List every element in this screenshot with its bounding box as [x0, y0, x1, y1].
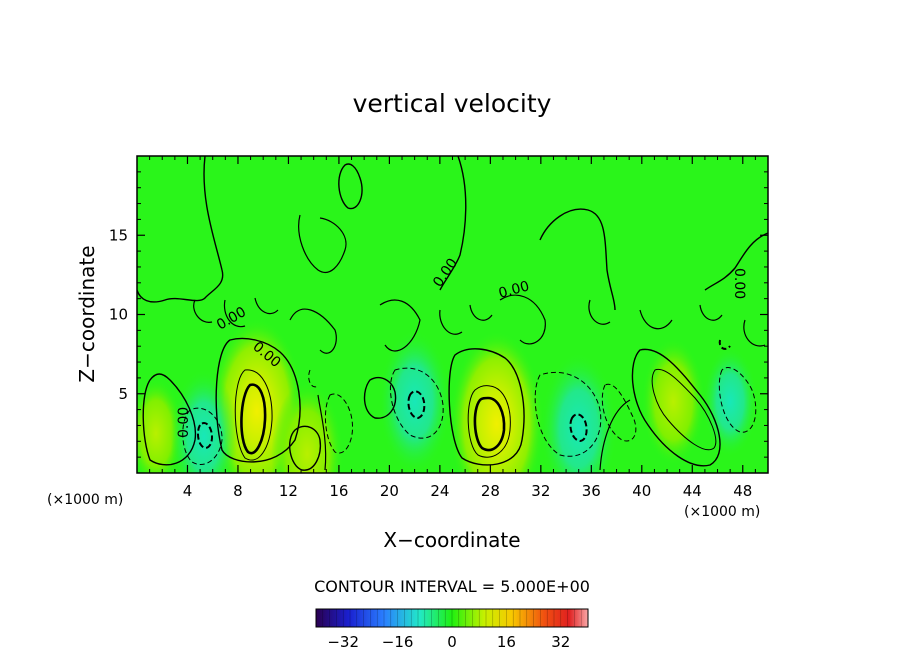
x-tick-label: 4 — [183, 482, 193, 500]
x-tick-label: 48 — [733, 482, 752, 500]
colorbar-tick-label: −16 — [382, 633, 414, 651]
y-tick-label: 15 — [109, 226, 128, 244]
x-tick-label: 16 — [329, 482, 348, 500]
colorbar-tick-label: 16 — [497, 633, 516, 651]
x-tick-label: 32 — [531, 482, 550, 500]
contour-label: 0.00 — [731, 268, 747, 299]
y-tick-label: 10 — [109, 306, 128, 324]
negative-contours — [182, 339, 757, 465]
contour-label: 0.00 — [176, 407, 192, 438]
colorbar-tick-label: 0 — [447, 633, 457, 651]
x-axis-label: X−coordinate — [383, 528, 520, 552]
downdraft-cell-7 — [540, 352, 617, 473]
downdraft-cell-6 — [378, 329, 451, 473]
x-tick-label: 28 — [481, 482, 500, 500]
x-tick-label: 44 — [683, 482, 702, 500]
colorbar-tick-label: 32 — [551, 633, 570, 651]
x-tick-label: 40 — [632, 482, 651, 500]
colorbar-segments — [322, 609, 582, 627]
x-tick-label: 12 — [279, 482, 298, 500]
contour-lines — [137, 156, 768, 471]
y-axis: 5 10 15 — [109, 171, 768, 458]
x-tick-label: 8 — [233, 482, 243, 500]
x-axis: 4 8 12 16 20 24 28 32 36 40 44 48 — [149, 156, 756, 500]
x-tick-label: 20 — [380, 482, 399, 500]
x-unit-right: (×1000 m) — [684, 504, 760, 520]
x-tick-label: 36 — [582, 482, 601, 500]
downdraft-cell-8 — [702, 346, 758, 457]
updraft-cell-3 — [641, 338, 705, 466]
contour-interval-label: CONTOUR INTERVAL = 5.000E+00 — [314, 577, 590, 596]
colorbar-ticks: −32 −16 0 16 32 — [327, 633, 570, 651]
y-tick-label: 5 — [118, 385, 128, 403]
y-axis-label: Z−coordinate — [75, 245, 99, 382]
chart-title: vertical velocity — [353, 89, 552, 118]
x-tick-label: 24 — [430, 482, 449, 500]
x-unit-left: (×1000 m) — [47, 492, 123, 508]
updraft-cell-2 — [271, 382, 344, 473]
colorbar-tick-label: −32 — [327, 633, 359, 651]
contour-label: 0.00 — [497, 278, 531, 302]
field-shading — [137, 318, 758, 473]
